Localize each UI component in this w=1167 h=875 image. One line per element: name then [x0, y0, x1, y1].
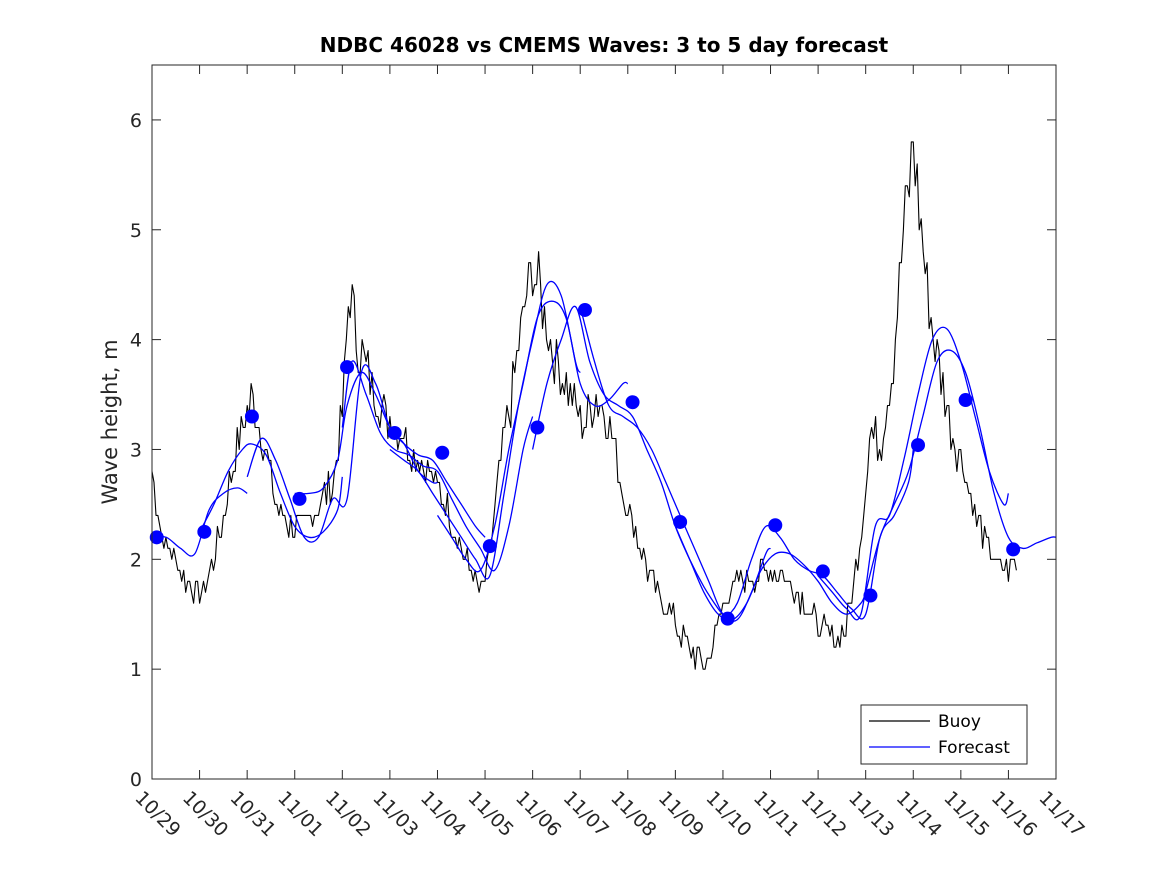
marker-layer	[149, 302, 1021, 626]
legend-label-buoy: Buoy	[938, 712, 981, 732]
forecast-series-line	[389, 280, 581, 580]
forecast-marker	[577, 302, 592, 317]
y-tick-label: 5	[130, 220, 142, 242]
forecast-marker	[673, 514, 688, 529]
forecast-series-line	[674, 526, 867, 621]
forecast-series-line	[436, 300, 629, 573]
y-tick-label: 2	[130, 549, 142, 571]
forecast-marker	[244, 409, 259, 424]
y-tick-label: 1	[130, 659, 142, 681]
buoy-series-line	[151, 141, 1017, 670]
forecast-marker	[768, 518, 783, 533]
forecast-series-line	[865, 349, 1057, 593]
chart-title: NDBC 46028 vs CMEMS Waves: 3 to 5 day fo…	[320, 33, 889, 57]
forecast-marker	[625, 395, 640, 410]
forecast-series-line	[294, 371, 486, 538]
forecast-marker	[958, 393, 973, 408]
forecast-marker	[815, 564, 830, 579]
y-tick-label: 4	[130, 330, 142, 352]
forecast-marker	[340, 360, 355, 375]
forecast-marker	[911, 438, 926, 453]
legend-box	[860, 704, 1028, 765]
forecast-marker	[863, 588, 878, 603]
legend: Buoy Forecast	[860, 704, 1028, 765]
y-axis-label: Wave height, m	[98, 339, 122, 504]
y-tick-label: 3	[130, 439, 142, 461]
forecast-marker	[530, 420, 545, 435]
forecast-marker	[149, 530, 164, 545]
forecast-series-line	[531, 305, 724, 615]
forecast-marker	[1006, 542, 1021, 557]
forecast-series-line	[199, 443, 343, 539]
forecast-marker	[720, 611, 735, 626]
axis-box	[151, 64, 1057, 780]
forecast-marker	[197, 524, 212, 539]
forecast-marker	[482, 539, 497, 554]
forecast-marker	[435, 445, 450, 460]
y-tick-label: 0	[130, 769, 142, 791]
forecast-marker	[387, 425, 402, 440]
forecast-series-line	[817, 326, 1010, 621]
forecast-marker	[292, 491, 307, 506]
forecast-series-line	[246, 364, 438, 543]
forecast-series-line	[341, 360, 534, 572]
legend-label-forecast: Forecast	[938, 738, 1010, 758]
y-tick-label: 6	[130, 110, 142, 132]
